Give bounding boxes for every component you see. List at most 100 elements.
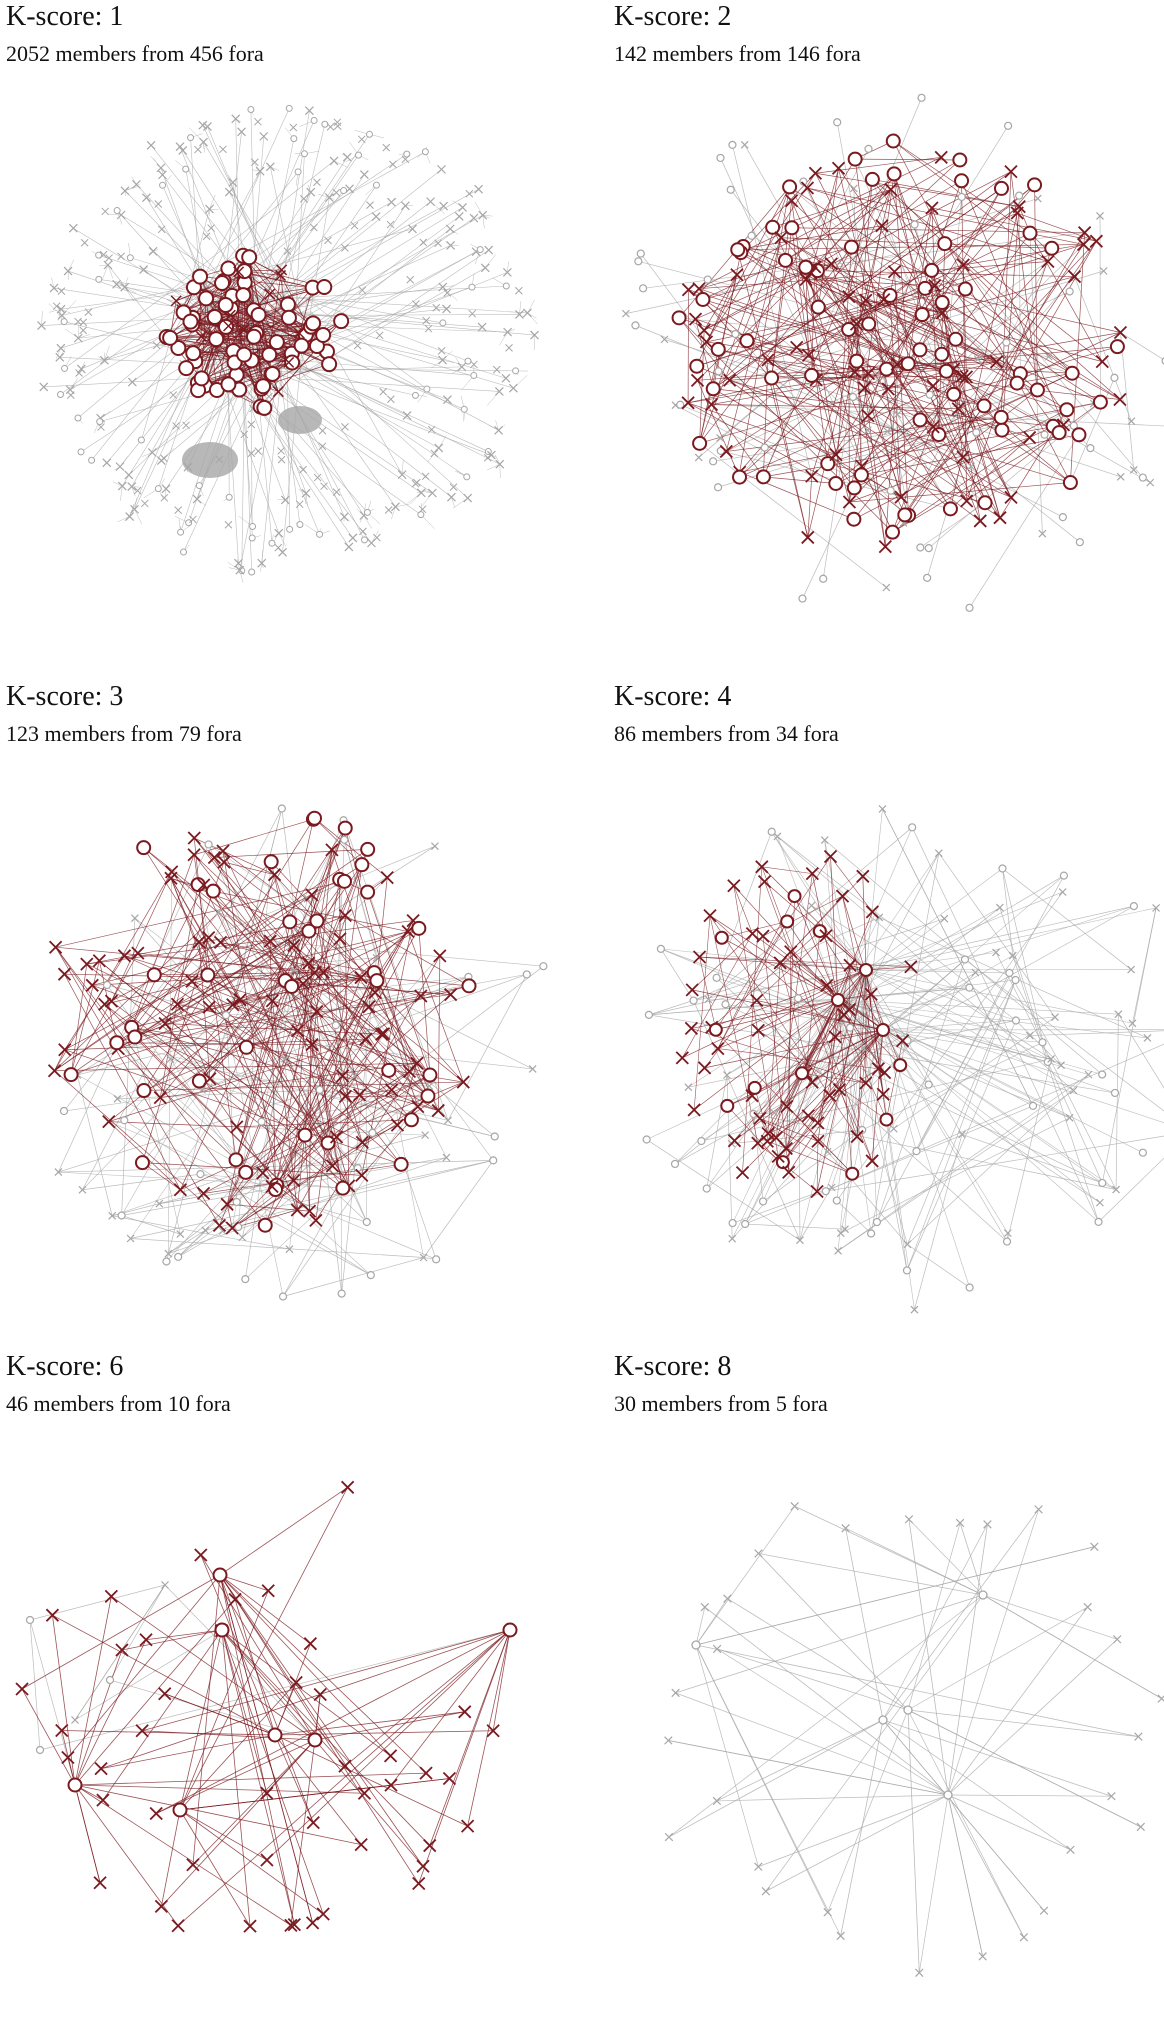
- edge: [883, 1030, 1099, 1222]
- member-node: [809, 167, 821, 179]
- forum-node: [513, 368, 519, 374]
- forum-node: [469, 284, 475, 290]
- member-node: [837, 1932, 845, 1940]
- panel-title: K-score: 6: [6, 1350, 123, 1384]
- edge: [265, 1034, 381, 1225]
- forum-node: [422, 149, 428, 155]
- forum-node: [958, 193, 965, 200]
- forum-node: [216, 1624, 229, 1637]
- forum-node: [302, 925, 315, 938]
- member-node: [445, 1117, 452, 1124]
- forum-node: [1030, 1102, 1037, 1109]
- member-node: [202, 1227, 209, 1234]
- member-node: [502, 374, 510, 382]
- member-node: [333, 189, 340, 196]
- member-node: [622, 310, 629, 317]
- member-node: [67, 392, 74, 399]
- forum-node: [703, 1185, 710, 1192]
- forum-node: [1111, 340, 1124, 353]
- forum-node: [137, 1084, 150, 1097]
- edge: [807, 188, 1083, 244]
- member-node: [140, 1634, 152, 1646]
- member-node: [141, 500, 148, 507]
- member-node: [481, 264, 489, 272]
- forum-node: [698, 1138, 705, 1145]
- forum-node: [128, 1031, 141, 1044]
- forum-node: [796, 1067, 808, 1079]
- member-node: [1114, 327, 1126, 339]
- forum-node: [729, 1220, 736, 1227]
- forum-node: [1099, 1179, 1106, 1186]
- forum-node: [779, 254, 792, 267]
- forum-node: [160, 182, 166, 188]
- member-node: [1096, 1199, 1103, 1206]
- member-node: [310, 224, 317, 231]
- edge: [908, 1710, 919, 1973]
- edge: [907, 1075, 1088, 1245]
- forum-node: [257, 401, 271, 415]
- panel-subtitle: 142 members from 146 fora: [614, 40, 861, 68]
- member-node: [262, 1585, 274, 1597]
- forum-node: [938, 237, 951, 250]
- forum-node: [1012, 1017, 1019, 1024]
- member-node: [189, 516, 196, 523]
- forum-node: [186, 346, 200, 360]
- edge: [754, 1114, 1117, 1190]
- forum-node: [1012, 977, 1019, 984]
- forum-node: [829, 477, 842, 490]
- edge: [717, 832, 772, 978]
- member-node: [176, 143, 184, 151]
- member-node: [972, 969, 979, 976]
- forum-node: [262, 348, 276, 362]
- forum-node: [978, 399, 991, 412]
- member-node: [385, 507, 392, 514]
- member-node: [515, 287, 522, 294]
- forum-node: [1095, 1218, 1102, 1225]
- member-node: [1129, 1020, 1136, 1027]
- dense-cluster: [182, 442, 238, 478]
- forum-node: [768, 828, 775, 835]
- edge: [165, 1585, 315, 1740]
- member-node: [255, 448, 262, 455]
- forum-node: [961, 956, 968, 963]
- member-node: [425, 325, 432, 332]
- forum-node: [717, 154, 724, 161]
- forum-node: [888, 167, 901, 180]
- forum-node: [464, 474, 470, 480]
- member-node: [80, 327, 87, 334]
- forum-node: [995, 411, 1008, 424]
- member-node: [387, 198, 395, 206]
- forum-node: [715, 368, 722, 375]
- edge: [1120, 333, 1164, 361]
- forum-node: [61, 319, 67, 325]
- forum-node: [433, 1256, 440, 1263]
- member-node: [150, 1807, 162, 1819]
- edge: [883, 1509, 1039, 1720]
- forum-node: [850, 355, 863, 368]
- forum-node: [237, 348, 251, 362]
- member-node: [1117, 473, 1124, 480]
- member-node: [890, 1125, 897, 1132]
- edge: [970, 435, 1079, 608]
- member-node: [387, 396, 394, 403]
- member-node: [383, 144, 390, 151]
- forum-node: [690, 360, 703, 373]
- edge: [1048, 1062, 1103, 1183]
- member-node: [455, 212, 463, 220]
- forum-node: [673, 311, 686, 324]
- forum-node: [248, 107, 254, 113]
- forum-node: [953, 154, 966, 167]
- forum-node: [504, 1624, 517, 1637]
- forum-node: [1111, 374, 1118, 381]
- forum-node: [979, 1591, 987, 1599]
- member-node: [57, 344, 65, 352]
- forum-node: [911, 221, 918, 228]
- forum-node: [710, 458, 717, 465]
- forum-node: [370, 974, 383, 987]
- forum-node: [898, 508, 911, 521]
- edge: [962, 1134, 1102, 1182]
- forum-node: [966, 604, 973, 611]
- forum-node: [995, 424, 1008, 437]
- forum-node: [104, 982, 111, 989]
- member-node: [345, 543, 353, 551]
